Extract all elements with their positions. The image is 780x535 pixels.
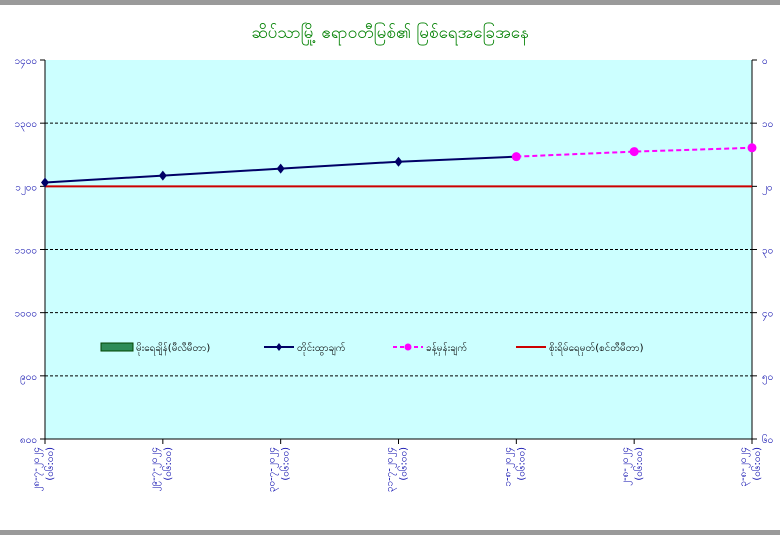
legend-label-observed: တိုင်းထွာချက် [297, 341, 346, 356]
top-border [0, 0, 780, 5]
x-tick-label-time: (၀၆:၀၀) [750, 447, 763, 481]
x-tick-label-date: ၂၉-၇-၂၀၂၄ [149, 447, 162, 491]
right-tick-label: ၃၀ [762, 246, 773, 259]
left-tick-label: ၁၂၀၀ [15, 182, 37, 195]
x-tick-label-date: ၃၀-၇-၂၀၂၄ [267, 447, 280, 492]
x-tick-label-date: ၁-၈-၂၀၂၄ [502, 447, 515, 487]
right-tick-label: ၅၀ [762, 372, 773, 385]
legend-label-forecast: ခန့်မှန်းချက် [426, 341, 467, 356]
left-tick-label: ၉၀၀ [20, 372, 37, 385]
x-tick-label-time: (၀၆:၀၀) [161, 447, 174, 481]
legend-marker-forecast [404, 343, 412, 351]
right-tick-label: ၀ [762, 56, 768, 67]
left-tick-label: ၁၄၀၀ [15, 56, 38, 69]
right-tick-label: ၆၀ [762, 433, 773, 446]
x-tick-label-date: ၃-၈-၂၀၂၄ [738, 447, 751, 487]
forecast-line [516, 146, 753, 158]
x-tick-label-time: (၀၆:၀၀) [514, 447, 527, 481]
x-tick-label-time: (၀၆:၀၀) [632, 447, 645, 481]
left-tick-label: ၁၁၀၀ [15, 246, 38, 257]
right-tick-label: ၁၀ [762, 119, 773, 130]
observed-point [394, 156, 403, 167]
x-tick-label-date: ၂၈-၇-၂၀၂၄ [31, 447, 44, 492]
left-tick-label: ၈၀၀ [20, 435, 37, 446]
legend-label-danger: စိုးရိမ်ရေမှတ်(စင်တီမီတာ) [549, 341, 644, 356]
forecast-point [511, 152, 521, 162]
bottom-border [0, 530, 780, 535]
chart-title: ဆိပ်သာမြို့ ဧရာဝတီမြစ်၏ မြစ်ရေအခြေအနေ [251, 21, 529, 46]
legend-swatch-rainfall [100, 342, 134, 352]
right-tick-label: ၂၀ [762, 182, 773, 195]
observed-point [158, 170, 167, 181]
x-tick-label-date: ၂-၈-၂၀၂၄ [620, 447, 633, 486]
legend-marker-observed [276, 343, 282, 351]
observed-point [276, 163, 285, 174]
x-tick-label-time: (၀၆:၀၀) [279, 447, 292, 481]
left-tick-label: ၁၀၀၀ [15, 309, 38, 320]
legend-label-rainfall: မိုးရေချိန်(မီလီမီတာ) [136, 341, 210, 356]
x-tick-label-time: (၀၆:၀၀) [43, 447, 56, 481]
forecast-point [629, 147, 639, 157]
forecast-point [747, 143, 757, 153]
right-tick-label: ၄၀ [762, 309, 773, 322]
left-tick-label: ၁၃၀၀ [15, 119, 38, 132]
x-tick-label-date: ၃၁-၇-၂၀၂၄ [385, 447, 398, 492]
x-tick-label-time: (၀၆:၀၀) [397, 447, 410, 481]
observed-point [41, 177, 49, 188]
